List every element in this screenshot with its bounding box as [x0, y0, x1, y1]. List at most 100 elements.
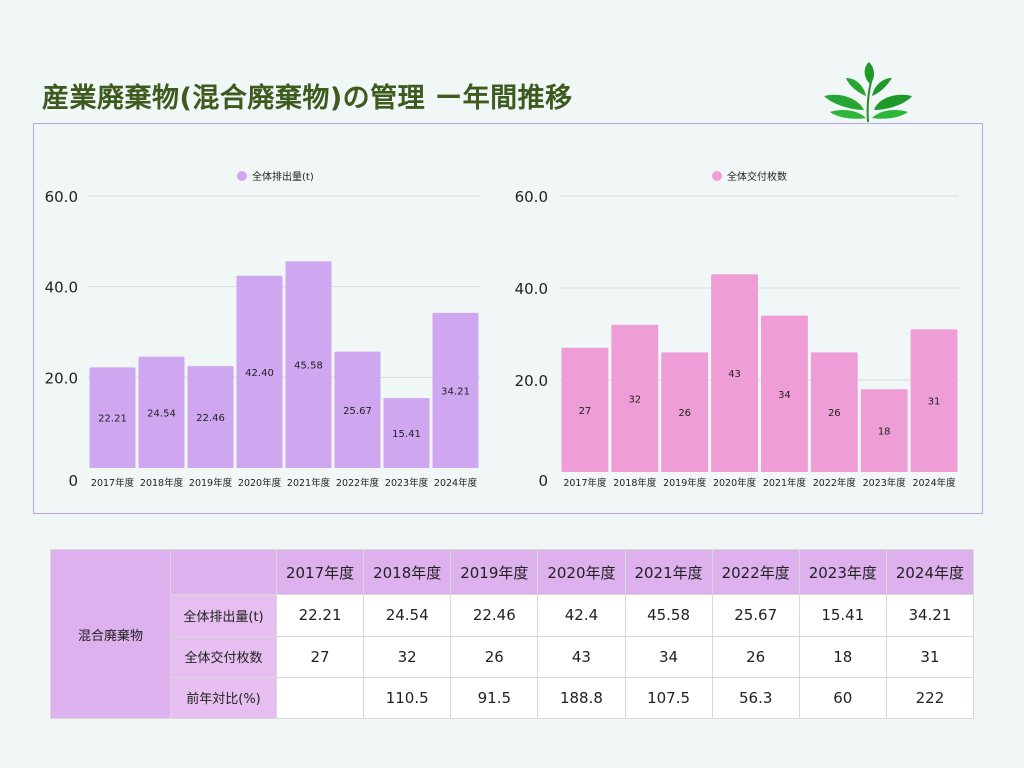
table-cell: 60: [798, 676, 887, 720]
table-cell: 26: [450, 635, 539, 678]
bar: [711, 274, 758, 472]
data-table: 混合廃棄物 2017年度 2018年度 2019年度 2020年度 2021年度…: [50, 548, 975, 720]
x-category-label: 2024年度: [912, 477, 956, 489]
bar-value-label: 26: [678, 408, 691, 419]
table-cell: 91.5: [450, 676, 539, 720]
x-category-label: 2023年度: [863, 477, 907, 489]
y-tick-label: 0: [68, 472, 78, 490]
x-category-label: 2019年度: [663, 477, 707, 489]
bar-value-label: 22.46: [196, 413, 225, 424]
bar-value-label: 26: [828, 408, 841, 419]
table-cell: 45.58: [624, 594, 713, 637]
table-cell: 18: [798, 635, 887, 678]
bar: [236, 275, 283, 468]
bar-value-label: 31: [928, 397, 941, 408]
legend-swatch: [237, 171, 247, 181]
table-cell: 43: [537, 635, 626, 678]
bar-value-label: 15.41: [392, 429, 421, 440]
bar: [187, 366, 234, 468]
x-category-label: 2020年度: [238, 477, 282, 489]
bar-value-label: 18: [878, 427, 891, 438]
bar-value-label: 22.21: [98, 414, 127, 425]
table-row-label: 前年対比(%): [170, 676, 277, 720]
x-category-label: 2021年度: [763, 477, 807, 489]
bar: [561, 347, 609, 472]
table-cell: 22.21: [275, 594, 365, 637]
bar: [761, 315, 808, 472]
y-tick-label: 20.0: [515, 372, 548, 390]
bar: [285, 261, 332, 468]
y-tick-label: 40.0: [45, 279, 78, 297]
table-cell: 22.46: [450, 594, 539, 637]
y-tick-label: 0: [538, 472, 548, 490]
bar: [138, 356, 185, 468]
table-cell: 56.3: [711, 676, 800, 720]
table-cell: 222: [885, 676, 975, 720]
bar-value-label: 34.21: [441, 386, 470, 397]
bar-value-label: 45.58: [294, 361, 323, 372]
table-row: 全体交付枚数 27 32 26 43 34 26 18 31: [51, 635, 975, 678]
x-category-label: 2018年度: [613, 477, 657, 489]
bar-value-label: 24.54: [147, 408, 176, 419]
table-header-row: 混合廃棄物 2017年度 2018年度 2019年度 2020年度 2021年度…: [50, 548, 975, 719]
x-category-label: 2023年度: [385, 477, 429, 489]
table-cell: 25.67: [711, 594, 800, 637]
legend-label: 全体排出量(t): [252, 170, 314, 183]
bar: [611, 324, 659, 472]
bar-value-label: 43: [728, 369, 741, 380]
table-corner-cell: [170, 548, 277, 596]
table-cell: 188.8: [537, 676, 626, 720]
table-group-label: 混合廃棄物: [50, 549, 171, 719]
table-col-header: 2019年度: [450, 548, 539, 596]
bar-value-label: 25.67: [343, 406, 372, 417]
x-category-label: 2021年度: [287, 477, 331, 489]
bar: [661, 352, 709, 472]
table-col-header: 2017年度: [275, 548, 365, 596]
y-tick-label: 60.0: [515, 188, 548, 206]
charts-panel: 0 20.0 40.0 60.0 全体排出量(t) 22.21 2017年度 24.54 201…: [33, 123, 983, 514]
bar: [810, 352, 858, 472]
table-row-label: 全体交付枚数: [170, 635, 277, 678]
x-category-label: 2022年度: [336, 477, 380, 489]
table-cell: 15.41: [798, 594, 887, 637]
x-category-label: 2022年度: [813, 477, 857, 489]
table-cell: 34: [624, 635, 713, 678]
bar: [910, 329, 958, 472]
table-col-header: 2021年度: [624, 548, 713, 596]
table-row: 全体排出量(t) 22.21 24.54 22.46 42.4 45.58 25…: [51, 594, 975, 637]
legend-swatch: [712, 171, 722, 181]
y-tick-label: 20.0: [45, 369, 78, 387]
y-tick-label: 60.0: [45, 188, 78, 206]
legend-label: 全体交付枚数: [727, 170, 787, 183]
table-col-header: 2020年度: [537, 548, 626, 596]
bar-value-label: 27: [579, 406, 592, 417]
table-cell: 32: [363, 635, 452, 678]
bar-value-label: 42.40: [245, 368, 274, 379]
bar: [432, 312, 479, 468]
bar: [383, 398, 430, 468]
table-cell: 26: [711, 635, 800, 678]
x-category-label: 2024年度: [434, 477, 478, 489]
table-col-header: 2018年度: [363, 548, 452, 596]
x-category-label: 2019年度: [189, 477, 233, 489]
x-category-label: 2017年度: [91, 477, 135, 489]
table-cell: 34.21: [885, 594, 975, 637]
table-cell: 27: [275, 635, 365, 678]
table-cell: 31: [885, 635, 975, 678]
table-cell: 24.54: [363, 594, 452, 637]
table-cell: 110.5: [363, 676, 452, 720]
bar-value-label: 32: [628, 394, 641, 405]
table-col-header: 2024年度: [885, 548, 975, 596]
bar: [334, 351, 381, 468]
table-row-label: 全体排出量(t): [170, 594, 277, 637]
page-title: 産業廃棄物(混合廃棄物)の管理 ー年間推移: [42, 83, 573, 114]
bar-value-label: 34: [778, 390, 791, 401]
table-col-header: 2022年度: [711, 548, 800, 596]
charts-canvas: 0 20.0 40.0 60.0 全体排出量(t) 22.21 2017年度 24.54 201…: [45, 170, 959, 490]
x-category-label: 2018年度: [140, 477, 184, 489]
x-category-label: 2017年度: [563, 477, 607, 489]
table-cell: [275, 676, 365, 720]
table-col-header: 2023年度: [798, 548, 887, 596]
table-row: 前年対比(%) 110.5 91.5 188.8 107.5 56.3 60 2…: [51, 676, 975, 720]
bar: [860, 389, 908, 472]
